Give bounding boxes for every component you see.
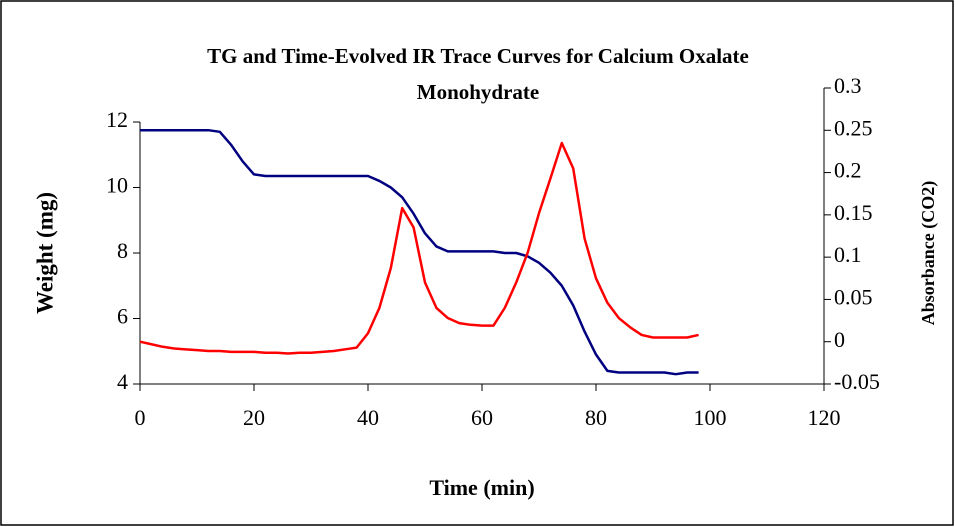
chart-title: TG and Time-Evolved IR Trace Curves for … [207,44,749,104]
y-tick-label: 6 [117,304,128,329]
x-tick-label: 20 [243,405,265,430]
y2-tick-label: 0.15 [834,200,873,225]
y-axis-label: Weight (mg) [32,192,57,314]
x-tick-label: 120 [808,405,841,430]
y2-tick-label: 0.05 [834,284,873,309]
x-axis-label: Time (min) [429,475,534,500]
y2-tick-label: -0.05 [834,369,880,394]
y2-tick-label: 0.3 [834,73,862,98]
y-tick-label: 4 [117,369,128,394]
y2-tick-label: 0.2 [834,158,862,183]
series-line [140,128,699,376]
x-tick-label: 80 [585,405,607,430]
y2-tick-label: 0 [834,327,845,352]
series-line [139,141,699,355]
x-tick-label: 40 [357,405,379,430]
x-tick-label: 60 [471,405,493,430]
y2-axis-label: Absorbance (CO2) [918,181,939,326]
y-tick-label: 10 [106,173,128,198]
x-tick-label: 100 [694,405,727,430]
x-tick-label: 0 [135,405,146,430]
y2-tick-label: 0.25 [834,115,873,140]
y-tick-label: 12 [106,107,128,132]
y2-tick-label: 0.1 [834,242,862,267]
y-tick-label: 8 [117,238,128,263]
